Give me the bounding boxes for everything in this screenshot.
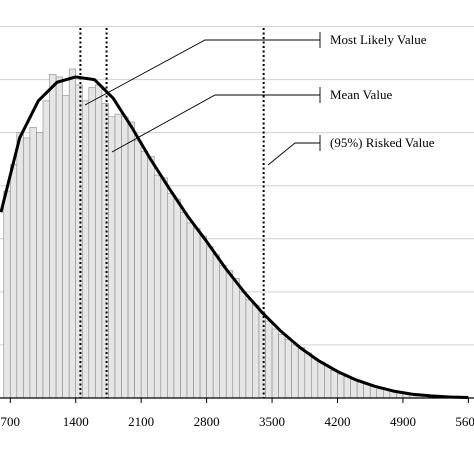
histogram-bar	[68, 68, 77, 399]
histogram-bar	[9, 164, 18, 399]
histogram-bar	[23, 137, 31, 399]
histogram-bar	[36, 132, 44, 399]
fitted-curve	[0, 75, 469, 399]
histogram-bar	[173, 198, 181, 399]
histogram-bar	[356, 381, 364, 399]
histogram-bar	[114, 113, 122, 399]
histogram-bar	[317, 361, 325, 399]
histogram-bar	[108, 116, 116, 399]
histogram-bar	[134, 140, 142, 399]
callout-leader	[111, 94, 320, 153]
histogram-bar	[330, 370, 338, 399]
histogram-bar	[49, 73, 57, 399]
histogram-bar	[88, 87, 96, 399]
histogram-bar	[291, 344, 299, 399]
histogram-bar	[81, 100, 90, 399]
histogram-bar	[337, 373, 345, 399]
histogram-bar	[271, 328, 279, 399]
histogram-bar	[311, 357, 319, 399]
histogram-bar	[219, 265, 227, 399]
x-tick-label: 1400	[63, 414, 89, 429]
histogram-bar	[206, 246, 214, 399]
callout-label: Most Likely Value	[330, 32, 427, 47]
histogram-bar	[3, 190, 11, 399]
callout-leader	[84, 39, 320, 106]
histogram-bar	[199, 235, 207, 399]
histogram-bar	[62, 95, 70, 399]
x-tick-label: 5600	[455, 414, 474, 429]
callout-leader	[267, 142, 320, 166]
histogram-bar	[212, 254, 221, 399]
histogram-bar	[55, 76, 63, 399]
histogram-bar	[252, 304, 260, 399]
x-tick-label: 700	[1, 414, 21, 429]
x-tick-label: 4200	[325, 414, 351, 429]
histogram-bar	[180, 211, 188, 399]
histogram-bar	[140, 150, 149, 399]
histogram-bar	[304, 352, 312, 399]
histogram-bar	[127, 121, 135, 399]
histogram-bar	[363, 383, 371, 399]
histogram-bar	[153, 174, 162, 399]
histogram-bar	[29, 127, 37, 399]
histogram-bar	[147, 156, 155, 399]
x-tick-label: 3500	[259, 414, 285, 429]
histogram-bar	[16, 132, 24, 399]
histogram-bar	[350, 379, 358, 399]
histogram-bar	[278, 334, 286, 399]
histogram-bar	[324, 365, 332, 399]
callout-label: Mean Value	[330, 87, 392, 102]
histogram-bar	[160, 177, 168, 399]
histogram-bar	[239, 291, 247, 399]
histogram-bar	[193, 227, 201, 399]
x-tick-label: 2800	[194, 414, 220, 429]
histogram-bar	[284, 339, 292, 399]
histogram-bar	[186, 222, 194, 399]
histogram-bar	[232, 278, 240, 399]
histogram-bar	[343, 376, 351, 399]
histogram-bar	[42, 100, 50, 399]
histogram-bar	[225, 270, 234, 399]
histogram-bar	[121, 116, 129, 399]
histogram-bar	[297, 347, 306, 399]
histogram-bar	[95, 84, 103, 399]
histogram-bar	[265, 320, 273, 399]
x-tick-label: 4900	[390, 414, 416, 429]
callout-label: (95%) Risked Value	[330, 135, 435, 150]
histogram-bar	[167, 193, 175, 399]
histogram-bar	[245, 299, 253, 399]
x-tick-label: 2100	[128, 414, 154, 429]
